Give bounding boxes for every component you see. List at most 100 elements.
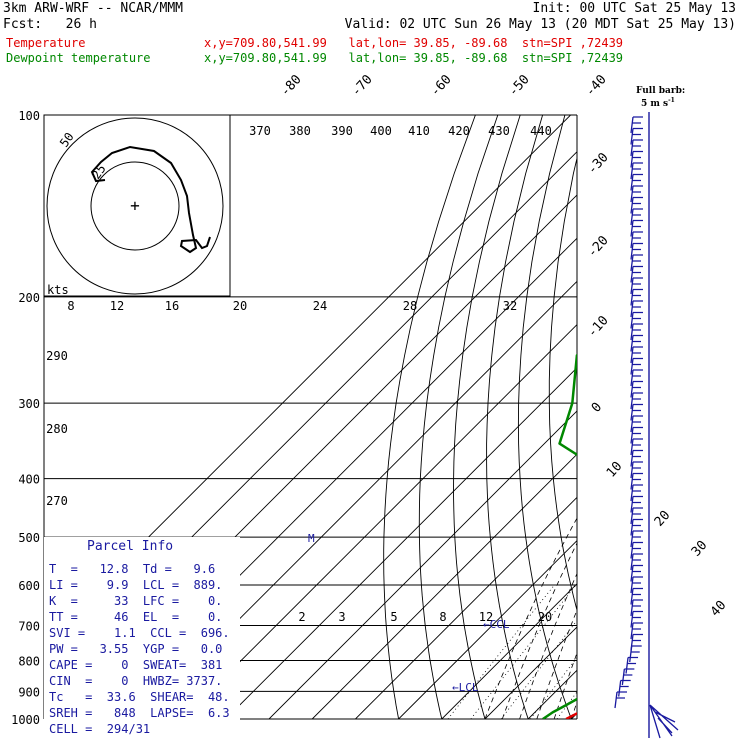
pressure-label: 800 xyxy=(18,654,40,668)
wind-barb xyxy=(630,323,643,341)
wind-barb xyxy=(630,415,643,433)
wind-barb xyxy=(614,691,627,709)
chart-header: 3km ARW-WRF -- NCAR/MMM Init: 00 UTC Sat… xyxy=(0,0,740,110)
pressure-label: 400 xyxy=(18,473,40,487)
dry-adiabat xyxy=(689,115,740,719)
wind-barb xyxy=(630,185,643,203)
mixing-ratio-label: 5 xyxy=(390,610,397,624)
wind-barb xyxy=(625,656,639,674)
pressure-label: 1000 xyxy=(11,713,40,727)
moist-adiabat xyxy=(571,700,577,719)
valid-time: Valid: 02 UTC Sun 26 May 13 (20 MDT Sat … xyxy=(344,17,736,32)
pressure-label: 500 xyxy=(18,531,40,545)
mixing-ratio-line xyxy=(500,619,577,719)
wind-barb xyxy=(630,162,643,180)
isotherm-label: -50 xyxy=(506,72,533,99)
hodo-center: + xyxy=(130,196,140,215)
dry-adiabat xyxy=(636,115,740,719)
parcel-row: LI = 9.9 LCL = 889. xyxy=(49,578,223,592)
parcel-row: SVI = 1.1 CCL = 696. xyxy=(49,626,230,640)
wind-barb xyxy=(630,622,643,640)
mixing-ratio-label: 12 xyxy=(479,610,493,624)
parcel-row: K = 33 LFC = 0. xyxy=(49,594,223,608)
hodo-speed-label: 28 xyxy=(403,299,417,313)
wind-barb xyxy=(630,173,643,191)
theta-label: 400 xyxy=(370,124,392,138)
isotherm-label: -30 xyxy=(585,150,612,177)
dry-adiabat xyxy=(715,115,740,719)
temperature-trace xyxy=(565,711,577,719)
hodo-speed-label: 20 xyxy=(233,299,247,313)
isotherm-line xyxy=(658,115,740,719)
parcel-row: T = 12.8 Td = 9.6 xyxy=(49,562,216,576)
dry-adiabat xyxy=(548,156,577,612)
parcel-row: CAPE = 0 SWEAT= 381 xyxy=(49,658,223,672)
parcel-row: PW = 3.55 YGP = 0.0 xyxy=(49,642,223,656)
wind-barb xyxy=(630,472,643,490)
isotherm-label: -40 xyxy=(583,72,610,99)
isotherm-label: -10 xyxy=(585,313,612,340)
wind-barb xyxy=(630,369,643,387)
isotherm-line xyxy=(311,453,577,719)
dry-adiabat xyxy=(579,115,658,719)
mixing-ratio-line xyxy=(530,656,577,719)
wind-barb xyxy=(630,610,643,628)
hodo-speed-label: 12 xyxy=(110,299,124,313)
sounding-traces xyxy=(542,353,577,719)
barb-unit: 5 m s xyxy=(641,99,669,109)
mixing-ratio-label: 3 xyxy=(338,610,345,624)
dry-adiabat xyxy=(663,115,740,719)
wind-barb xyxy=(630,242,643,260)
mixing-ratio-line xyxy=(470,584,577,719)
pressure-label: 900 xyxy=(18,685,40,699)
grid-lines xyxy=(44,115,740,719)
wind-barb xyxy=(630,553,643,571)
wind-barb xyxy=(630,507,643,525)
pressure-label: 200 xyxy=(18,291,40,305)
dewpoint-legend: Dewpoint temperature xyxy=(6,51,151,65)
hodograph-trace xyxy=(90,145,211,254)
wind-barb xyxy=(630,403,643,421)
barb-unit-exponent: -1 xyxy=(668,97,675,104)
hodo-ring-50 xyxy=(46,117,224,295)
wind-barb xyxy=(630,265,643,283)
isotherm-line xyxy=(182,323,577,719)
pressure-label: 600 xyxy=(18,579,40,593)
wind-barbs xyxy=(614,112,679,739)
dewpoint-location: x,y=709.80,541.99 lat,lon= 39.85, -89.68… xyxy=(204,51,624,65)
wind-barb xyxy=(630,576,643,594)
isotherm-line xyxy=(225,367,577,719)
hodo-unit-label: kts xyxy=(47,283,69,297)
temperature-legend: Temperature xyxy=(6,36,86,50)
isotherm-label: -70 xyxy=(349,72,376,99)
theta-label: 280 xyxy=(46,422,68,436)
wind-barb xyxy=(630,311,643,329)
hodo-speed-label: 16 xyxy=(165,299,179,313)
parcel-row: CELL = 294/31 xyxy=(49,722,151,736)
wind-barb xyxy=(630,357,643,375)
wind-barb xyxy=(630,346,643,364)
dry-adiabat xyxy=(517,115,572,719)
isotherm-label: 20 xyxy=(652,508,674,530)
isotherm-label: 40 xyxy=(708,598,730,620)
theta-label: 420 xyxy=(448,124,470,138)
wind-barb xyxy=(630,392,643,410)
isotherm-line xyxy=(268,410,577,719)
dry-adiabat xyxy=(453,115,521,719)
mixing-ratio-label: 20 xyxy=(538,610,552,624)
forecast-hour: Fcst: 26 h xyxy=(3,17,97,32)
model-title: 3km ARW-WRF -- NCAR/MMM xyxy=(3,1,184,16)
init-time: Init: 00 UTC Sat 25 May 13 xyxy=(532,1,737,16)
isotherm-label: 10 xyxy=(604,459,626,481)
wind-barb xyxy=(630,599,643,617)
moist-adiabat xyxy=(589,297,740,719)
theta-label: 410 xyxy=(408,124,430,138)
barb-unit-label: 5 m s-1 xyxy=(641,94,675,111)
wind-barb xyxy=(629,645,642,663)
parcel-info-title: Parcel Info xyxy=(87,539,174,554)
wind-barb xyxy=(630,334,643,352)
parcel-row: SREH = 848 LAPSE= 6.3 xyxy=(49,706,230,720)
wind-barb xyxy=(630,116,643,134)
